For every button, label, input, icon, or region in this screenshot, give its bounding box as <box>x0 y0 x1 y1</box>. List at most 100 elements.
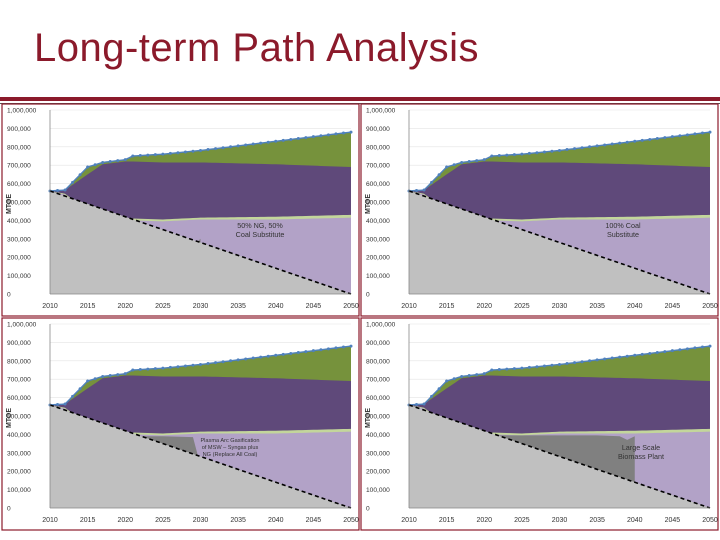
title-divider-thin <box>0 103 720 104</box>
total-demand-marker <box>71 180 75 184</box>
total-demand-marker <box>670 349 674 353</box>
total-demand-marker <box>497 154 501 158</box>
y-tick-label: 700,000 <box>7 163 31 170</box>
total-demand-marker <box>221 360 225 364</box>
total-demand-marker <box>63 188 67 192</box>
total-demand-marker <box>618 355 622 359</box>
chart-annotation-line: NG (Replace All Coal) <box>203 452 258 458</box>
total-demand-marker <box>341 345 345 349</box>
total-demand-marker <box>214 147 218 151</box>
area-light-gray <box>50 404 351 508</box>
y-tick-label: 100,000 <box>7 487 31 494</box>
total-demand-marker <box>71 394 75 398</box>
total-demand-marker <box>685 347 689 351</box>
total-demand-marker <box>527 151 531 155</box>
total-demand-marker <box>191 149 195 153</box>
y-tick-label: 200,000 <box>7 255 31 262</box>
y-tick-label: 0 <box>366 506 370 513</box>
y-tick-label: 800,000 <box>7 144 31 151</box>
total-demand-marker <box>281 352 285 356</box>
x-tick-label: 2030 <box>193 303 209 310</box>
x-tick-label: 2025 <box>155 517 171 524</box>
total-demand-marker <box>610 356 614 360</box>
x-tick-label: 2035 <box>230 303 246 310</box>
x-tick-label: 2015 <box>439 517 455 524</box>
total-demand-marker <box>296 351 300 355</box>
total-demand-marker <box>505 153 509 157</box>
total-demand-marker <box>349 344 353 348</box>
y-tick-label: 500,000 <box>7 414 31 421</box>
total-demand-marker <box>490 154 494 158</box>
chart-annotation: Large Scale Biomass Plant <box>618 443 664 461</box>
total-demand-marker <box>422 188 426 192</box>
total-demand-marker <box>708 130 712 134</box>
total-demand-marker <box>349 130 353 134</box>
total-demand-marker <box>588 359 592 363</box>
total-demand-marker <box>588 145 592 149</box>
total-demand-marker <box>633 353 637 357</box>
total-demand-marker <box>304 136 308 140</box>
total-demand-marker <box>153 367 157 371</box>
total-demand-marker <box>116 373 120 377</box>
total-demand-marker <box>595 358 599 362</box>
total-demand-marker <box>558 148 561 152</box>
x-tick-label: 2050 <box>343 303 359 310</box>
x-tick-label: 2040 <box>268 517 284 524</box>
total-demand-marker <box>259 141 263 145</box>
total-demand-marker <box>266 140 270 144</box>
total-demand-marker <box>101 160 105 164</box>
y-tick-label: 600,000 <box>366 181 390 188</box>
total-demand-marker <box>304 350 308 354</box>
total-demand-marker <box>460 374 464 378</box>
total-demand-marker <box>452 377 456 381</box>
total-demand-marker <box>693 132 697 136</box>
chart-panel-4: 0 100,000 200,000 300,000 400,000 500,000 600,… <box>360 317 719 531</box>
x-tick-label: 2045 <box>665 303 681 310</box>
total-demand-marker <box>633 139 637 143</box>
chart-annotation: Plasma Arc Gasification of MSW – Syngas p… <box>200 438 259 458</box>
total-demand-marker <box>700 345 704 349</box>
y-tick-label: 1,000,000 <box>366 322 396 329</box>
total-demand-marker <box>326 347 330 351</box>
y-tick-label: 400,000 <box>7 218 31 225</box>
total-demand-marker <box>648 351 652 355</box>
y-tick-label: 500,000 <box>366 200 390 207</box>
total-demand-marker <box>123 158 127 162</box>
y-tick-label: 900,000 <box>366 126 390 133</box>
x-tick-label: 2015 <box>80 303 96 310</box>
x-tick-label: 2035 <box>589 303 605 310</box>
total-demand-marker <box>63 402 67 406</box>
total-demand-marker <box>520 152 524 156</box>
total-demand-marker <box>550 363 554 367</box>
total-demand-marker <box>251 356 255 360</box>
area-light-gray <box>409 190 710 294</box>
total-demand-marker <box>251 142 255 146</box>
x-tick-label: 2045 <box>665 517 681 524</box>
total-demand-marker <box>445 165 449 169</box>
y-tick-label: 600,000 <box>7 181 31 188</box>
total-demand-marker <box>708 344 712 348</box>
y-tick-label: 900,000 <box>7 126 31 133</box>
chart-annotation-line: Plasma Arc Gasification <box>200 438 259 444</box>
total-demand-marker <box>138 368 142 372</box>
total-demand-marker <box>565 362 569 366</box>
total-demand-marker <box>168 365 172 369</box>
total-demand-marker <box>199 362 202 366</box>
y-tick-label: 300,000 <box>7 236 31 243</box>
total-demand-marker <box>146 153 150 157</box>
y-tick-label: 0 <box>7 292 11 299</box>
x-tick-label: 2010 <box>401 303 417 310</box>
total-demand-marker <box>445 379 449 383</box>
total-demand-marker <box>475 373 479 377</box>
y-tick-label: 800,000 <box>366 358 390 365</box>
total-demand-marker <box>542 364 546 368</box>
total-demand-marker <box>199 148 202 152</box>
total-demand-marker <box>78 173 82 177</box>
total-demand-marker <box>229 145 233 149</box>
total-demand-marker <box>497 368 501 372</box>
total-demand-marker <box>183 364 187 368</box>
x-tick-label: 2010 <box>42 517 58 524</box>
total-demand-marker <box>191 363 195 367</box>
x-tick-label: 2040 <box>268 303 284 310</box>
total-demand-marker <box>580 146 584 150</box>
